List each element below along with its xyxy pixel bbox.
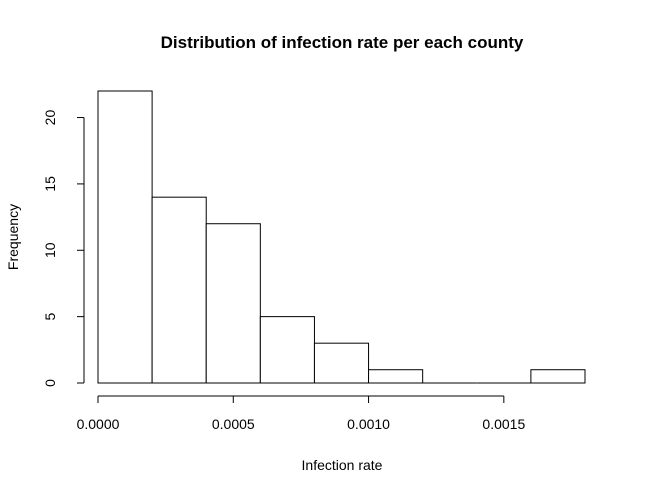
histogram-bar — [97, 90, 153, 384]
y-tick-label: 15 — [42, 176, 58, 192]
chart-title: Distribution of infection rate per each … — [161, 33, 524, 52]
x-tick-label: 0.0010 — [347, 416, 390, 432]
histogram-bar — [259, 316, 315, 384]
y-tick-label: 20 — [42, 110, 58, 126]
x-axis: 0.0000 0.0005 0.0010 0.0015 — [77, 395, 525, 432]
histogram-bar — [151, 196, 207, 384]
y-tick-label: 10 — [42, 242, 58, 258]
y-axis: 0 5 10 15 20 — [42, 110, 85, 387]
x-tick-label: 0.0000 — [77, 416, 120, 432]
y-axis-label: Frequency — [5, 204, 21, 270]
histogram-bar — [205, 223, 261, 384]
x-tick-label: 0.0015 — [482, 416, 525, 432]
histogram-bar — [530, 369, 586, 384]
histogram-bar — [368, 369, 424, 384]
x-axis-label: Infection rate — [302, 457, 383, 473]
x-tick-label: 0.0005 — [212, 416, 255, 432]
y-tick-label: 0 — [42, 379, 58, 387]
y-tick-label: 5 — [42, 313, 58, 321]
histogram-bars — [97, 90, 586, 384]
histogram-bar — [313, 342, 370, 384]
